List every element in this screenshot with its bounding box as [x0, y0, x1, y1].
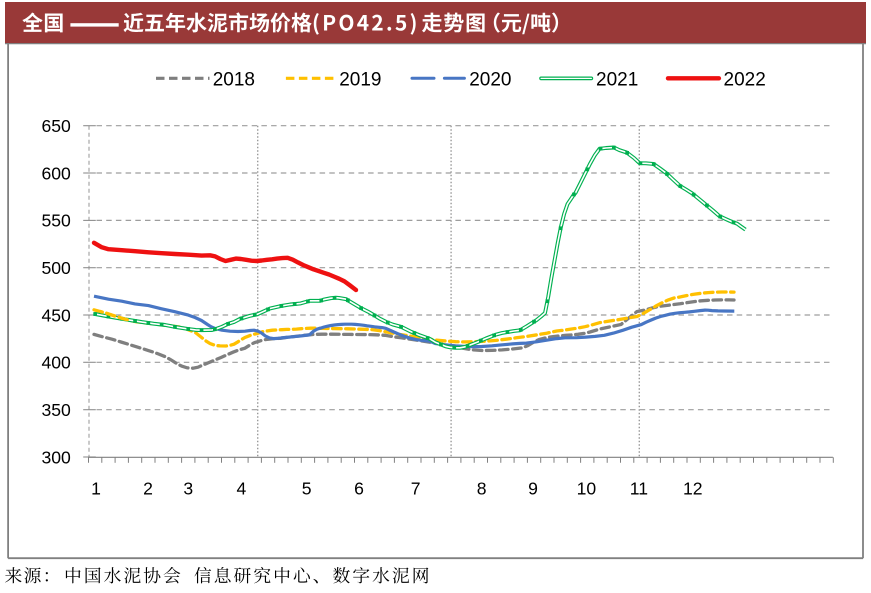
svg-text:450: 450	[41, 305, 71, 325]
svg-text:3: 3	[183, 479, 193, 499]
svg-text:600: 600	[41, 163, 71, 183]
svg-text:8: 8	[477, 479, 487, 499]
svg-text:10: 10	[577, 479, 597, 499]
svg-text:350: 350	[41, 400, 71, 420]
svg-text:4: 4	[237, 479, 247, 499]
svg-text:2020: 2020	[469, 69, 511, 90]
svg-text:5: 5	[302, 479, 312, 499]
svg-text:1: 1	[91, 479, 101, 499]
svg-text:2021: 2021	[596, 69, 638, 90]
svg-text:2019: 2019	[339, 69, 381, 90]
svg-text:9: 9	[528, 479, 538, 499]
svg-text:12: 12	[683, 479, 703, 499]
svg-text:7: 7	[411, 479, 421, 499]
svg-text:500: 500	[41, 258, 71, 278]
svg-text:2018: 2018	[213, 69, 255, 90]
svg-text:400: 400	[41, 353, 71, 373]
svg-text:6: 6	[354, 479, 364, 499]
svg-text:2: 2	[143, 479, 153, 499]
svg-text:550: 550	[41, 211, 71, 231]
svg-text:2022: 2022	[724, 69, 766, 90]
svg-text:300: 300	[41, 447, 71, 467]
svg-text:11: 11	[630, 479, 648, 499]
svg-text:650: 650	[41, 116, 71, 136]
